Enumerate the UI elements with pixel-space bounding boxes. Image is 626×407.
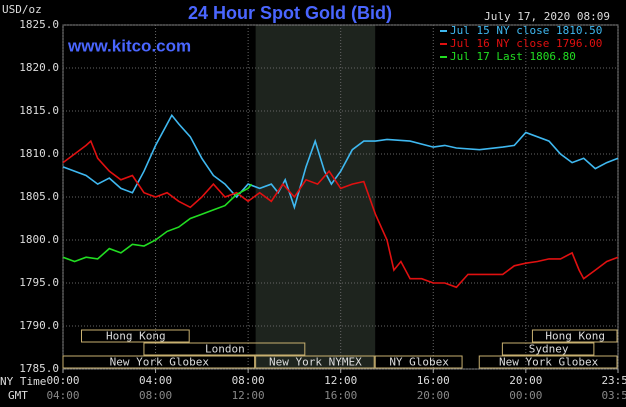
x-tick-label: 16:00 <box>417 374 450 387</box>
y-tick-label: 1795.0 <box>19 276 59 289</box>
y-tick-label: 1800.0 <box>19 233 59 246</box>
session-box <box>62 355 256 369</box>
session-label: New York Globex <box>499 356 599 369</box>
session-label: New York NYMEX <box>269 356 362 369</box>
y-axis-label: USD/oz <box>2 3 42 16</box>
legend-label: Jul 16 NY close 1796.00 <box>450 37 602 50</box>
gmt-tick-label: 08:00 <box>139 389 172 402</box>
chart-title: 24 Hour Spot Gold (Bid) <box>188 3 392 23</box>
gmt-tick-label: 00:00 <box>509 389 542 402</box>
y-tick-label: 1820.0 <box>19 61 59 74</box>
y-tick-label: 1785.0 <box>19 362 59 375</box>
session-box <box>374 355 463 369</box>
y-tick-label: 1815.0 <box>19 104 59 117</box>
x2-axis-label: GMT <box>8 389 28 402</box>
watermark: www.kitco.com <box>67 36 191 55</box>
y-tick-label: 1805.0 <box>19 190 59 203</box>
x-tick-label: 20:00 <box>509 374 542 387</box>
x-tick-label: 08:00 <box>232 374 265 387</box>
session-box <box>81 329 190 343</box>
session-box <box>255 355 375 369</box>
gmt-tick-label: 12:00 <box>232 389 265 402</box>
series-line <box>62 139 619 289</box>
gmt-tick-label: 04:00 <box>46 389 79 402</box>
y-tick-label: 1810.0 <box>19 147 59 160</box>
timestamp: July 17, 2020 08:09 <box>484 10 610 23</box>
session-box <box>501 342 595 356</box>
session-box <box>531 329 618 343</box>
legend-label: Jul 17 Last 1806.80 <box>450 50 576 63</box>
session-label: Hong Kong <box>106 330 166 343</box>
x-tick-label: 00:00 <box>46 374 79 387</box>
x-tick-label: 12:00 <box>324 374 357 387</box>
session-label: New York Globex <box>110 356 210 369</box>
y-tick-label: 1790.0 <box>19 319 59 332</box>
legend-label: Jul 15 NY close 1810.50 <box>450 24 602 37</box>
session-box <box>478 355 618 369</box>
session-label: NY Globex <box>389 356 449 369</box>
y-tick-label: 1825.0 <box>19 18 59 31</box>
series-line <box>62 183 253 263</box>
session-label: Hong Kong <box>545 330 605 343</box>
x-tick-label: 23:59 <box>601 374 626 387</box>
session-label: London <box>205 343 245 356</box>
x-axis-label: NY Time <box>0 375 46 388</box>
x-tick-label: 04:00 <box>139 374 172 387</box>
gmt-tick-label: 16:00 <box>324 389 357 402</box>
session-label: Sydney <box>529 343 569 356</box>
series-line <box>62 113 619 210</box>
gmt-tick-label: 20:00 <box>417 389 450 402</box>
session-box <box>143 342 306 356</box>
gmt-tick-label: 03:59 <box>601 389 626 402</box>
